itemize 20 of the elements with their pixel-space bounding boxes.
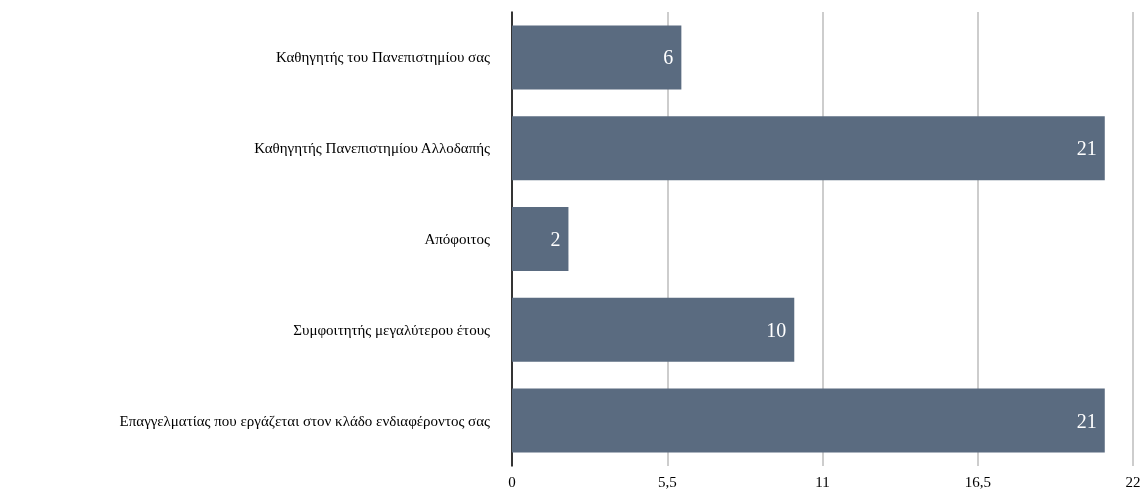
y-tick-label: Επαγγελματίας που εργάζεται στον κλάδο ενδιαφέροντος σας [119, 412, 491, 429]
data-label: 2 [550, 228, 561, 250]
y-tick-label: Καθηγητής Πανεπιστημίου Αλλοδαπής [254, 140, 491, 157]
x-tick-label: 0 [508, 473, 516, 490]
bar [512, 116, 1105, 181]
data-label: 21 [1076, 409, 1097, 432]
y-tick-label: Απόφοιτος [424, 231, 491, 247]
data-label: 10 [766, 318, 787, 341]
bar [512, 25, 682, 90]
bar [512, 207, 569, 271]
y-tick-label: Συμφοιτητής μεγαλύτερου έτους [293, 321, 491, 338]
bar [512, 388, 1105, 453]
data-label: 6 [663, 46, 674, 69]
x-tick-label: 5,5 [657, 473, 677, 490]
bar [512, 297, 795, 362]
x-tick-label: 16,5 [964, 473, 991, 490]
x-tick-label: 11 [815, 473, 830, 490]
y-tick-label: Καθηγητής του Πανεπιστημίου σας [276, 49, 491, 66]
data-label: 21 [1076, 137, 1097, 160]
x-tick-label: 22 [1125, 473, 1141, 490]
